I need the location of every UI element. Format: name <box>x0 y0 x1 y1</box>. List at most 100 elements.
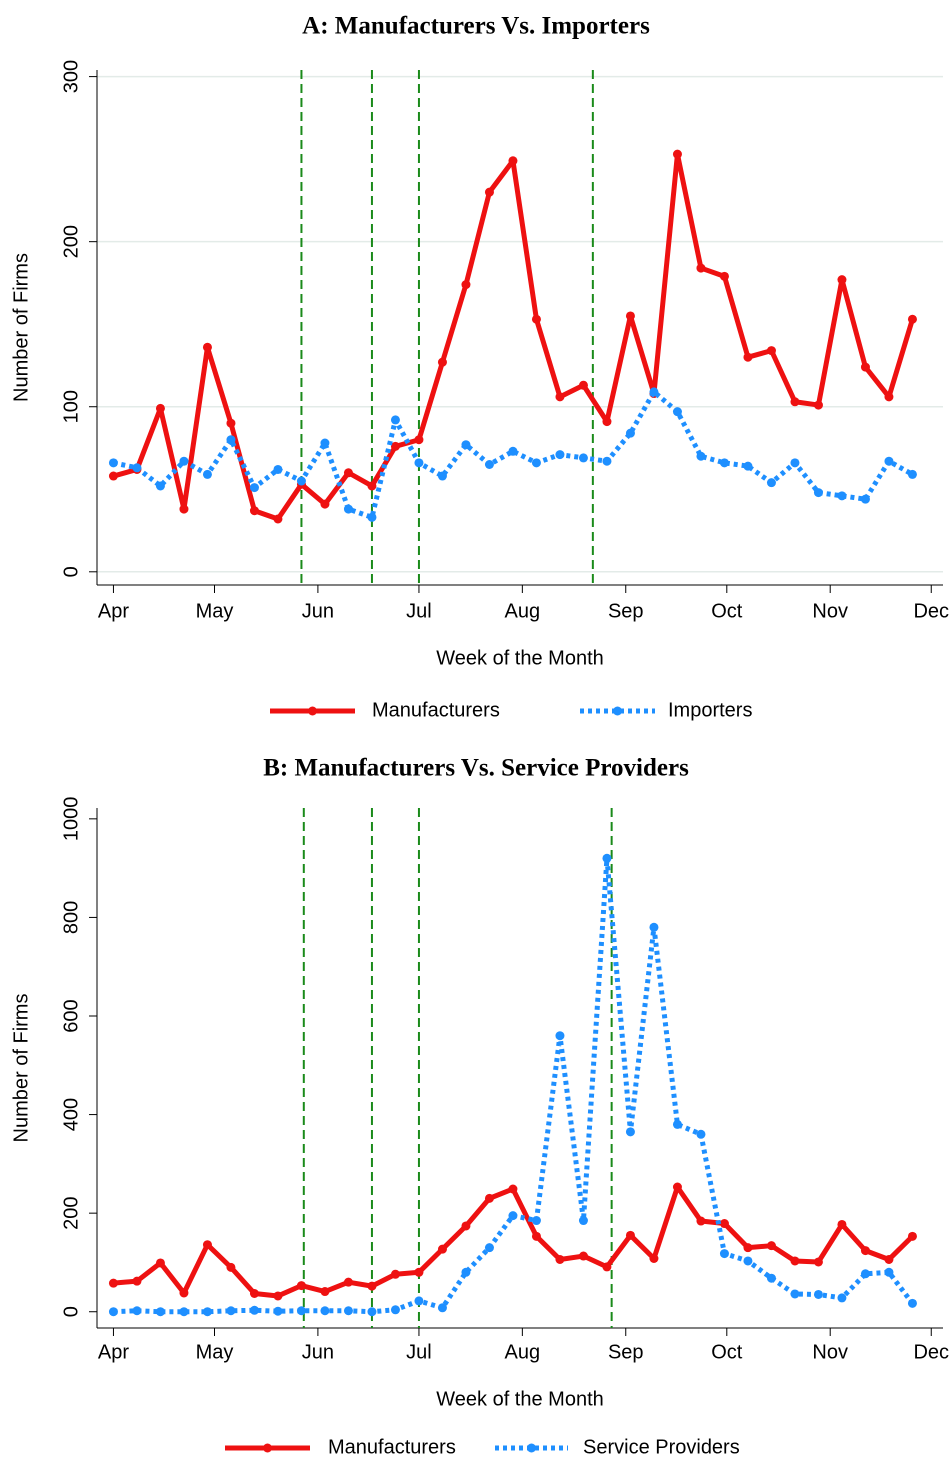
data-point <box>860 362 870 372</box>
data-point <box>508 1211 518 1221</box>
data-point <box>226 1262 236 1272</box>
x-tick-label: Jul <box>406 600 432 622</box>
data-point <box>578 453 588 463</box>
data-point <box>437 1244 447 1254</box>
data-point <box>249 506 259 516</box>
data-point <box>743 1243 753 1253</box>
data-point <box>437 357 447 367</box>
data-point <box>837 1293 847 1303</box>
data-point <box>837 1219 847 1229</box>
data-point <box>719 1219 729 1229</box>
data-point <box>390 415 400 425</box>
data-point <box>508 1184 518 1194</box>
data-point <box>484 1193 494 1203</box>
series-line <box>112 389 914 520</box>
data-point <box>625 428 635 438</box>
data-point <box>484 1243 494 1253</box>
data-point <box>884 392 894 402</box>
y-tick-label: 800 <box>60 901 82 934</box>
data-point <box>672 1182 682 1192</box>
data-point <box>837 275 847 285</box>
data-point <box>555 1031 565 1041</box>
data-point <box>531 1231 541 1241</box>
data-point <box>907 1231 917 1241</box>
chart-title: B: Manufacturers Vs. Service Providers <box>263 755 689 782</box>
y-tick-label: 0 <box>60 1306 82 1317</box>
data-point <box>155 481 165 491</box>
data-point <box>837 491 847 501</box>
legend-marker <box>308 706 317 716</box>
data-point <box>860 494 870 504</box>
data-point <box>907 1298 917 1308</box>
data-point <box>555 450 565 460</box>
x-tick-label: Nov <box>812 1341 848 1363</box>
data-point <box>343 1277 353 1287</box>
data-point <box>719 271 729 281</box>
x-axis-label: Week of the Month <box>436 1388 604 1410</box>
data-point <box>155 403 165 413</box>
y-tick-label: 200 <box>60 1196 82 1229</box>
data-point <box>461 440 471 450</box>
x-tick-label: May <box>196 1341 234 1363</box>
data-point <box>390 1305 400 1315</box>
data-point <box>414 435 424 445</box>
data-point <box>202 469 212 479</box>
data-point <box>414 1296 424 1306</box>
data-point <box>602 456 612 466</box>
data-point <box>202 1240 212 1250</box>
x-tick-label: Aug <box>505 1341 541 1363</box>
x-tick-label: May <box>196 600 234 622</box>
data-point <box>578 1216 588 1226</box>
x-tick-label: Dec <box>913 600 949 622</box>
data-point <box>343 468 353 478</box>
data-point <box>766 346 776 356</box>
data-point <box>390 1269 400 1279</box>
data-point <box>484 460 494 470</box>
data-point <box>155 1307 165 1317</box>
data-point <box>226 1306 236 1316</box>
data-point <box>108 1307 118 1317</box>
y-tick-label: 0 <box>60 566 82 577</box>
data-point <box>743 352 753 362</box>
data-point <box>813 488 823 498</box>
data-point <box>202 342 212 352</box>
data-point <box>414 1267 424 1277</box>
data-point <box>108 458 118 468</box>
legend-marker <box>527 1443 536 1453</box>
data-point <box>155 1258 165 1268</box>
data-point <box>367 481 377 491</box>
data-point <box>320 499 330 509</box>
data-point <box>649 922 659 932</box>
data-point <box>367 1281 377 1291</box>
data-point <box>884 1254 894 1264</box>
data-point <box>108 471 118 481</box>
y-tick-label: 400 <box>60 1098 82 1131</box>
data-point <box>672 149 682 159</box>
legend-label: Importers <box>668 699 752 721</box>
data-point <box>578 380 588 390</box>
x-tick-label: Jul <box>406 1341 432 1363</box>
data-point <box>437 471 447 481</box>
data-point <box>296 1306 306 1316</box>
x-tick-label: Oct <box>711 600 743 622</box>
data-point <box>320 438 330 448</box>
x-tick-label: Oct <box>711 1341 743 1363</box>
data-point <box>625 1230 635 1240</box>
data-point <box>860 1269 870 1279</box>
legend-label: Manufacturers <box>372 699 500 721</box>
data-point <box>390 441 400 451</box>
data-point <box>508 156 518 166</box>
data-point <box>625 1127 635 1137</box>
data-point <box>249 1288 259 1298</box>
data-point <box>649 1254 659 1264</box>
x-tick-label: Apr <box>98 600 129 622</box>
data-point <box>602 1262 612 1272</box>
data-point <box>790 458 800 468</box>
data-point <box>719 458 729 468</box>
data-point <box>320 1306 330 1316</box>
data-point <box>884 1267 894 1277</box>
data-point <box>367 1307 377 1317</box>
x-tick-label: Nov <box>812 600 848 622</box>
data-point <box>508 446 518 456</box>
data-point <box>743 1256 753 1266</box>
